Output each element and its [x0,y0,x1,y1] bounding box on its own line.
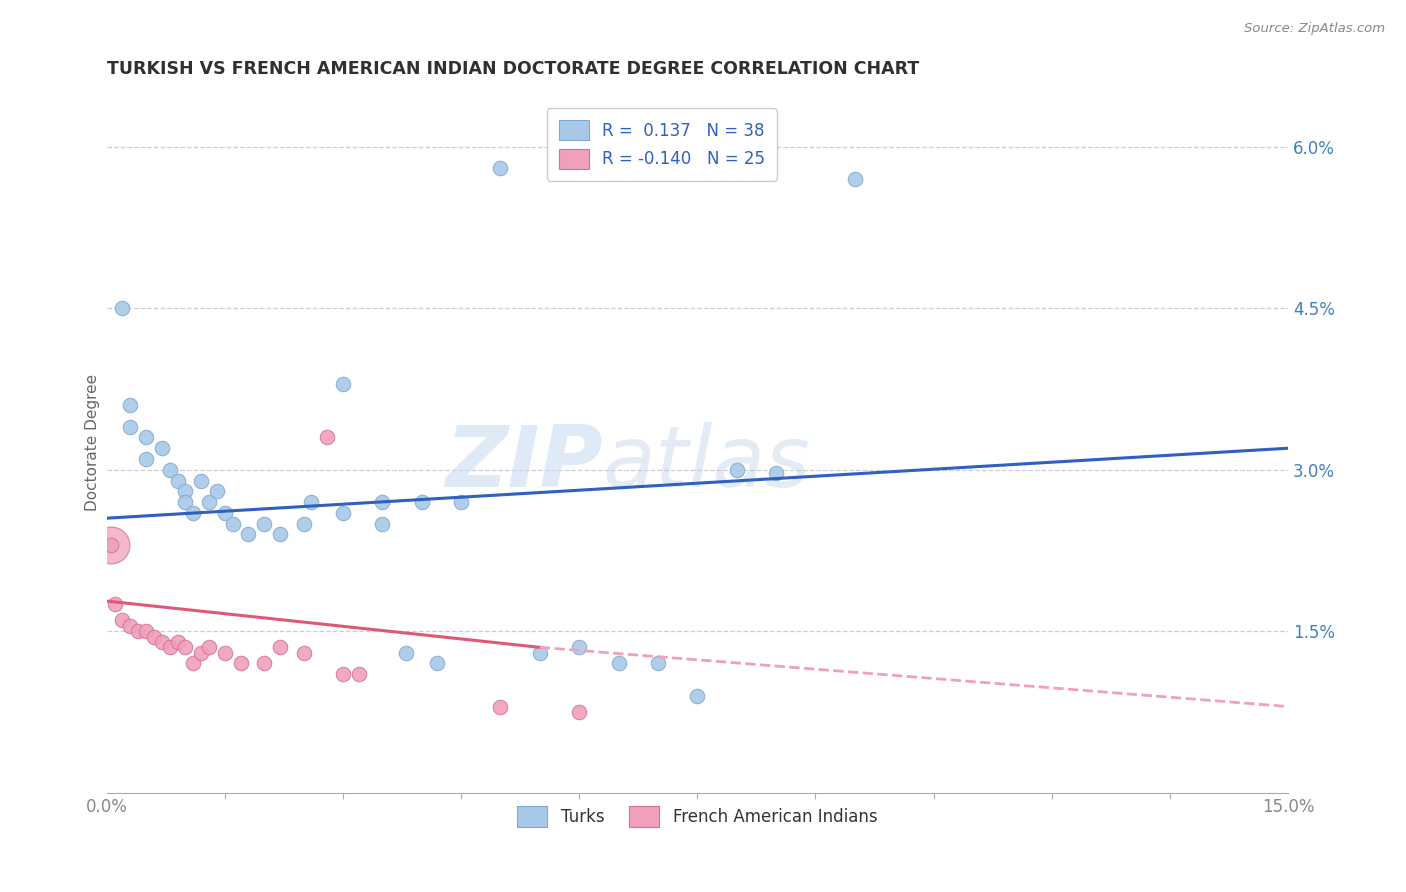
Point [174,484,197,499]
Point [100,538,122,552]
Point [292,516,315,531]
Point [135,624,157,639]
Point [111,301,134,316]
Point [426,657,449,671]
Point [332,667,354,681]
Point [150,635,173,649]
Point [292,646,315,660]
Point [725,463,748,477]
Point [568,640,591,655]
Point [450,495,472,509]
Point [529,646,551,660]
Point [686,689,709,703]
Point [269,640,291,655]
Point [568,705,591,719]
Point [166,474,188,488]
Point [332,506,354,520]
Point [135,452,157,467]
Point [411,495,433,509]
Point [100,538,122,552]
Point [371,495,394,509]
Point [647,657,669,671]
Text: atlas: atlas [603,422,811,506]
Point [765,466,787,480]
Point [120,419,142,434]
Point [166,635,188,649]
Point [214,506,236,520]
Point [190,474,212,488]
Point [371,516,394,531]
Point [150,442,173,456]
Point [198,495,221,509]
Point [214,646,236,660]
Point [238,527,260,541]
Point [174,495,197,509]
Point [135,430,157,444]
Point [332,376,354,391]
Point [489,161,512,176]
Point [205,484,228,499]
Point [181,506,204,520]
Point [489,699,512,714]
Point [198,640,221,655]
Text: Source: ZipAtlas.com: Source: ZipAtlas.com [1244,22,1385,36]
Point [253,516,276,531]
Point [127,624,149,639]
Point [301,495,323,509]
Point [221,516,243,531]
Point [269,527,291,541]
Point [844,172,866,186]
Text: ZIP: ZIP [446,422,603,506]
Point [253,657,276,671]
Point [159,463,181,477]
Point [120,398,142,412]
Point [159,640,181,655]
Point [120,619,142,633]
Text: TURKISH VS FRENCH AMERICAN INDIAN DOCTORATE DEGREE CORRELATION CHART: TURKISH VS FRENCH AMERICAN INDIAN DOCTOR… [107,60,920,78]
Point [347,667,370,681]
Point [142,630,165,644]
Point [174,640,197,655]
Point [395,646,418,660]
Point [607,657,630,671]
Point [111,614,134,628]
Point [190,646,212,660]
Point [316,430,339,444]
Point [229,657,252,671]
Legend: Turks, French American Indians: Turks, French American Indians [510,799,884,833]
Point [103,597,125,611]
Point [181,657,204,671]
Y-axis label: Doctorate Degree: Doctorate Degree [86,375,100,511]
